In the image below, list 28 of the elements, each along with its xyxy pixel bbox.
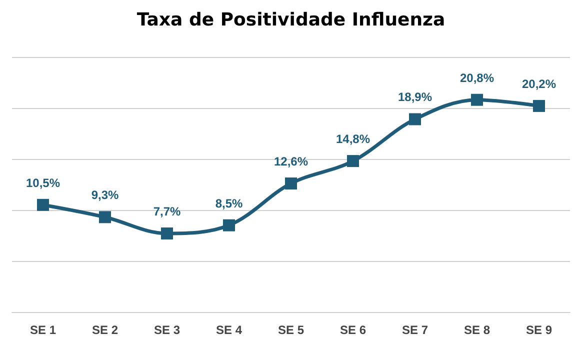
x-tick-label: SE 9 (526, 323, 552, 337)
point (533, 100, 545, 112)
x-tick-label: SE 4 (216, 323, 242, 337)
point (409, 113, 421, 126)
point (223, 219, 235, 232)
data-label: 8,5% (215, 196, 243, 210)
data-label: 12,6% (274, 154, 308, 168)
data-label: 7,7% (153, 204, 181, 218)
x-tick-label: SE 8 (464, 323, 490, 337)
point (161, 227, 173, 240)
point (99, 211, 111, 224)
x-tick-label: SE 7 (402, 323, 428, 337)
x-tick-label: SE 1 (30, 323, 56, 337)
x-tick-label: SE 2 (92, 323, 118, 337)
x-tick-label: SE 6 (340, 323, 366, 337)
x-tick-label: SE 5 (278, 323, 304, 337)
chart-title: Taxa de Positividade Influenza (136, 10, 446, 30)
point (471, 94, 483, 106)
data-label: 20,2% (522, 76, 556, 91)
data-label: 10,5% (26, 176, 60, 190)
point (285, 177, 297, 190)
point (37, 198, 49, 211)
point (347, 155, 359, 168)
data-label: 18,9% (398, 90, 432, 104)
data-label: 14,8% (336, 132, 370, 146)
x-tick-label: SE 3 (154, 323, 180, 337)
data-label: 20,8% (460, 70, 494, 85)
data-label: 9,3% (91, 188, 119, 202)
